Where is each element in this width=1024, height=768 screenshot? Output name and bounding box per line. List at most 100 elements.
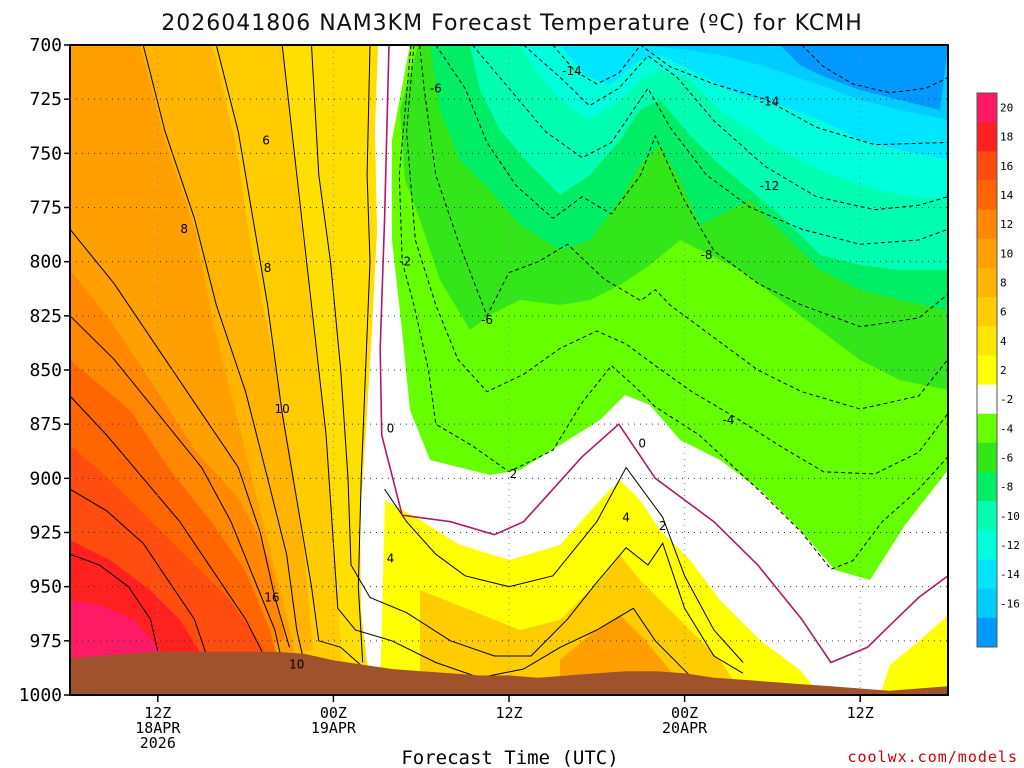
contour-label-19: 2: [659, 519, 667, 533]
y-tick-label-12: 1000: [19, 685, 62, 706]
x-tick-label-0-2: 2026: [140, 734, 176, 752]
colorbar-label-2: 16: [1000, 160, 1013, 173]
colorbar-label-0: 20: [1000, 102, 1013, 115]
colorbar-swatch-8: [977, 326, 997, 356]
x-tick-label-4-0: 12Z: [847, 704, 874, 722]
isotherm-line-16: [70, 315, 283, 663]
y-axis: 700 725 750 775 800 825 850 875 900 925 950 975 1000: [19, 35, 70, 706]
x-tick-label-2-0: 12Z: [495, 704, 522, 722]
contour-label-11: -2: [399, 255, 411, 269]
colorbar-label-14: -10: [1000, 510, 1020, 523]
colorbar-label-13: -8: [1000, 481, 1013, 494]
colorbar-label-9: 2: [1000, 364, 1007, 377]
colorbar-swatch-5: [977, 238, 997, 269]
y-tick-label-3: 775: [29, 198, 62, 219]
colorbar-label-8: 4: [1000, 335, 1007, 348]
colorbar-label-1: 18: [1000, 131, 1013, 144]
contour-label-12: -6: [481, 313, 493, 327]
contour-label-10: -8: [701, 248, 713, 262]
colorbar-swatch-3: [977, 180, 997, 211]
colorbar-label-5: 10: [1000, 247, 1013, 260]
x-axis-label: Forecast Time (UTC): [401, 747, 618, 768]
colorbar-label-15: -12: [1000, 539, 1020, 552]
cold-field-minus16: [780, 45, 948, 110]
contour-label-18: 4: [622, 510, 630, 524]
isotherm-line-13: [215, 45, 393, 685]
colorbar-label-3: 14: [1000, 189, 1014, 202]
grid-lines: [70, 45, 948, 695]
colorbar-swatch-6: [977, 267, 997, 298]
colorbar-swatch-9: [977, 355, 997, 386]
y-tick-label-10: 950: [29, 577, 62, 598]
isotherm-line-1: [384, 466, 744, 663]
corner-warm: [880, 615, 948, 695]
contour-label-6: -6: [430, 81, 442, 95]
colorbar-swatch-18: [977, 617, 997, 648]
isotherm-line-2: [379, 45, 948, 664]
y-tick-label-6: 850: [29, 360, 62, 381]
isotherm-line-9: [552, 45, 948, 146]
y-tick-label-9: 925: [29, 523, 62, 544]
colorbar-swatch-12: [977, 442, 997, 473]
color-field: 6 8 8 10 16 10 -6 -14 -14 -12 -8 -2 -6 -4 0 0 2 4 4 2: [70, 45, 948, 695]
contour-label-4: 16: [264, 591, 279, 605]
contour-label-7: -14: [562, 64, 582, 78]
colorbar-label-16: -14: [1000, 568, 1020, 581]
contour-label-2: 8: [264, 261, 272, 275]
contour-label-14: 0: [387, 422, 395, 436]
contour-labels: 6 8 8 10 16 10 -6 -14 -14 -12 -8 -2 -6 -4 0 0 2 4 4 2: [180, 64, 779, 672]
x-tick-label-3-0: 00Z: [671, 704, 698, 722]
isotherm-line-10: [801, 45, 948, 94]
colorbar-swatch-17: [977, 588, 997, 619]
contour-label-5: 10: [289, 658, 304, 672]
colorbar-swatch-4: [977, 209, 997, 240]
contour-label-8: -14: [760, 94, 780, 108]
colorbar-swatch-13: [977, 472, 997, 502]
colorbar-swatch-16: [977, 559, 997, 590]
isotherm-line-18: [70, 488, 210, 663]
colorbar-frame: [976, 92, 998, 648]
y-tick-label-8: 900: [29, 468, 62, 489]
ground-surface: [70, 651, 948, 695]
isotherm-line-3: [398, 45, 948, 570]
colorbar-swatch-15: [977, 530, 997, 561]
contour-label-9: -12: [760, 179, 780, 193]
colorbar-swatch-0: [977, 93, 997, 123]
credit-text: coolwx.com/models: [847, 748, 1018, 766]
colorbar-label-11: -4: [1000, 422, 1014, 435]
y-tick-label-11: 975: [29, 631, 62, 652]
colorbar-swatch-2: [977, 151, 997, 181]
x-tick-label-1-1: 19APR: [311, 719, 357, 737]
colorbar-label-10: -2: [1000, 393, 1013, 406]
isotherm-line-4: [406, 45, 948, 475]
contour-label-3: 10: [275, 402, 290, 416]
colorbar-label-6: 8: [1000, 277, 1007, 290]
isotherm-line-17: [70, 395, 269, 663]
y-tick-label-5: 825: [29, 306, 62, 327]
y-tick-label-2: 750: [29, 143, 62, 164]
colorbar-label-17: -16: [1000, 597, 1020, 610]
colorbar-swatch-14: [977, 501, 997, 531]
isotherm-line-8: [523, 45, 948, 211]
x-tick-label-0-0: 12Z: [144, 704, 171, 722]
isotherm-line-15: [70, 228, 290, 648]
colorbar: 20 18 16 14 12 10 8 6 4 2 -2 -4 -6 -8 -10 -12 -14 -16: [976, 92, 1020, 648]
isotherm-line-7: [472, 45, 948, 245]
y-tick-label-0: 700: [29, 35, 62, 56]
colorbar-swatch-1: [977, 122, 997, 152]
contour-label-0: 6: [262, 133, 270, 147]
isotherm-line-12: [281, 45, 693, 679]
colorbar-swatch-11: [977, 413, 997, 444]
colorbar-swatch-7: [977, 297, 997, 327]
x-tick-label-1-0: 00Z: [320, 704, 347, 722]
colorbar-swatch-10: [977, 384, 997, 415]
isotherm-line-19: [70, 553, 159, 652]
isotherm-line-5: [419, 45, 948, 410]
y-tick-label-4: 800: [29, 252, 62, 273]
isotherm-line-14: [142, 45, 305, 663]
colorbar-label-12: -6: [1000, 451, 1013, 464]
y-tick-label-7: 875: [29, 414, 62, 435]
contour-label-1: 8: [180, 222, 188, 236]
